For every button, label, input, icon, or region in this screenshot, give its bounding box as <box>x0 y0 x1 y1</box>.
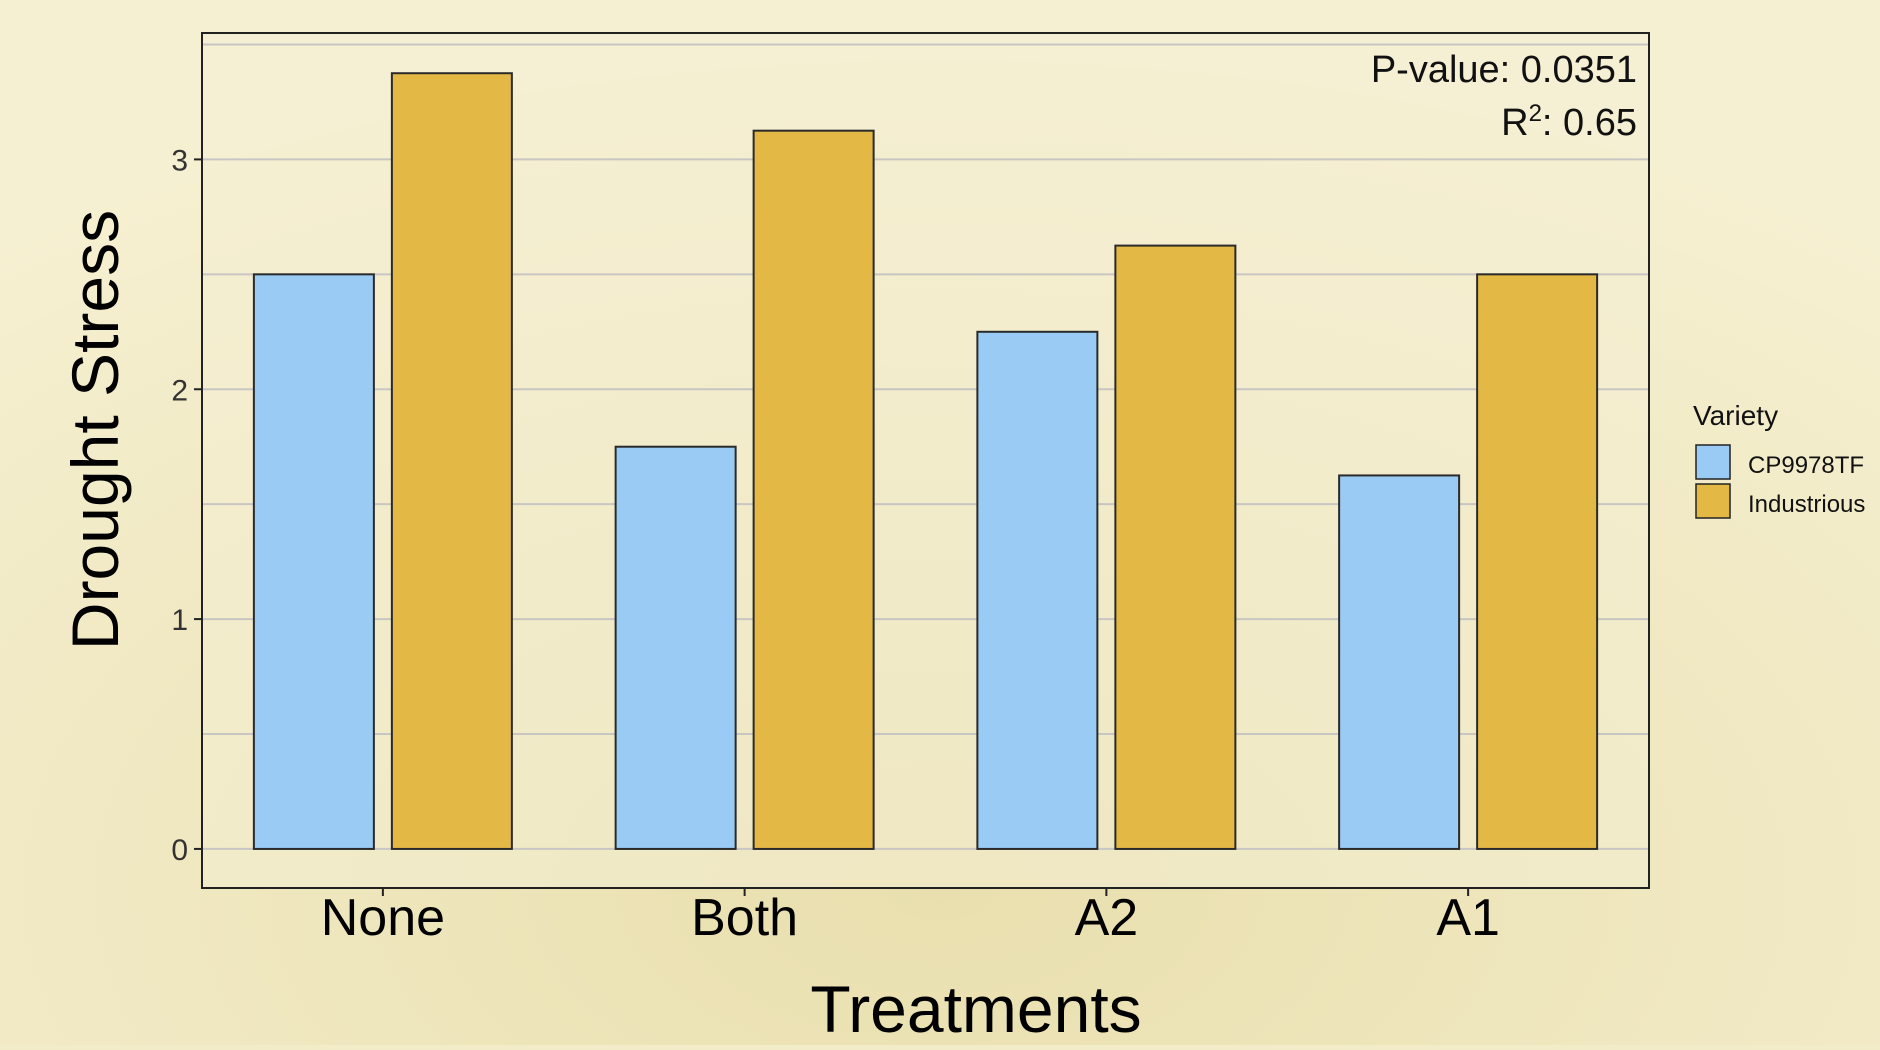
bar-none-industrious <box>390 72 513 850</box>
y-tick-label: 0 <box>171 834 188 867</box>
bar-a1-industrious <box>1476 273 1599 850</box>
y-axis-label: Drought Stress <box>58 210 132 650</box>
x-tick-label: None <box>321 889 445 947</box>
r2-annotation: R2: 0.65 <box>1501 100 1637 144</box>
legend-label-cp9978tf: CP9978TF <box>1748 452 1864 479</box>
x-axis: None Both A2 A1 <box>321 888 1500 947</box>
legend-title: Variety <box>1693 400 1778 431</box>
y-tick-label: 1 <box>171 604 188 637</box>
legend-swatch-industrious <box>1695 483 1731 519</box>
bar-a2-cp9978tf <box>976 330 1099 850</box>
plot-border <box>201 32 1650 889</box>
legend-swatch-cp9978tf <box>1695 444 1731 480</box>
bar-a1-cp9978tf <box>1338 474 1461 850</box>
pvalue-annotation: P-value: 0.0351 <box>1371 49 1637 91</box>
x-axis-label: Treatments <box>810 972 1141 1045</box>
bar-a2-industrious <box>1114 244 1237 850</box>
x-tick-label: A2 <box>1075 889 1139 947</box>
y-tick-label: 2 <box>171 374 188 407</box>
legend: Variety CP9978TF Industrious <box>1693 400 1865 519</box>
legend-label-industrious: Industrious <box>1748 491 1865 518</box>
bars <box>252 72 1599 850</box>
bar-none-cp9978tf <box>252 273 375 850</box>
bar-both-cp9978tf <box>614 445 737 850</box>
x-tick-label: Both <box>691 889 798 947</box>
x-tick-label: A1 <box>1436 889 1500 947</box>
y-tick-label: 3 <box>171 144 188 177</box>
y-axis: 0 1 2 3 <box>171 144 202 867</box>
bar-both-industrious <box>752 129 875 850</box>
